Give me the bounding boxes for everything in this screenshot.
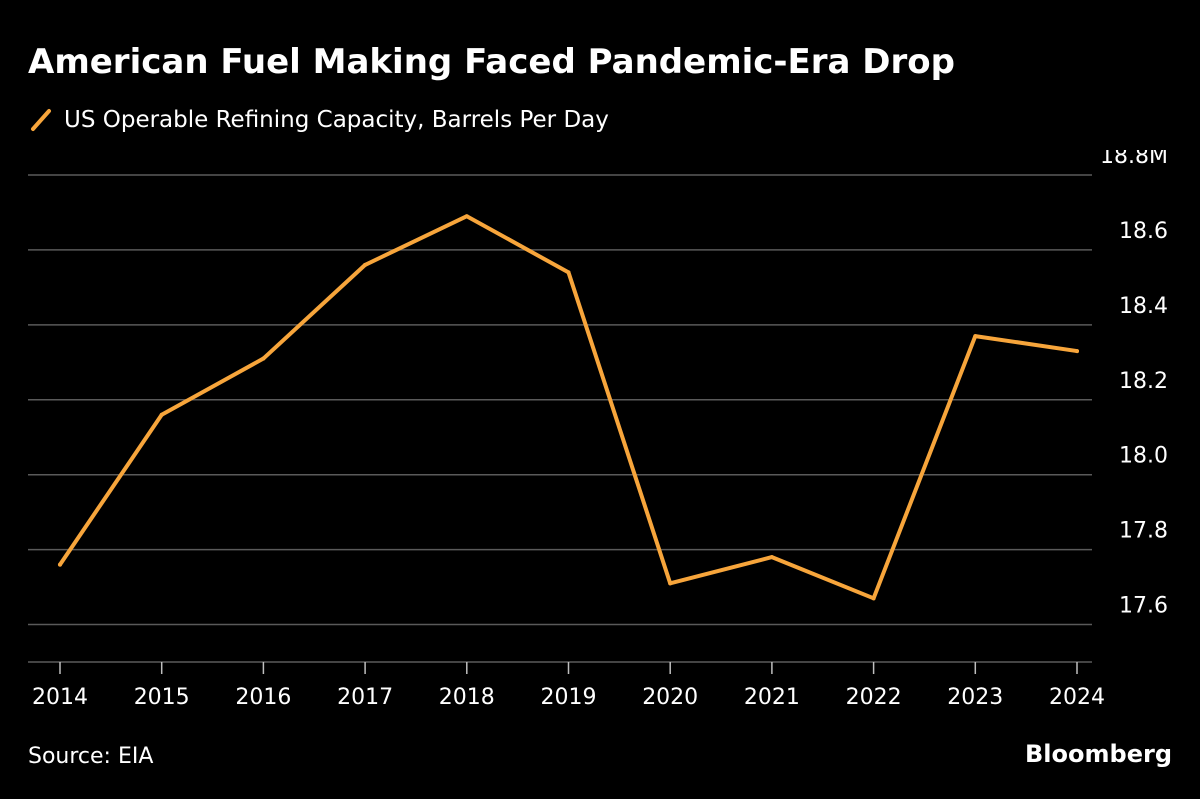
data-point xyxy=(261,356,266,361)
brand-logo: Bloomberg xyxy=(1025,740,1172,768)
x-tick-label: 2018 xyxy=(439,685,495,710)
x-tick-label: 2014 xyxy=(32,685,88,710)
data-point xyxy=(464,214,469,219)
y-tick-label: 17.6 xyxy=(1119,594,1168,619)
data-point xyxy=(769,555,774,560)
data-point xyxy=(566,270,571,275)
data-point xyxy=(159,412,164,417)
y-tick-label: 18.4 xyxy=(1119,294,1168,319)
data-point xyxy=(1075,349,1079,354)
x-tick-label: 2016 xyxy=(235,685,291,710)
chart-title: American Fuel Making Faced Pandemic-Era … xyxy=(28,42,955,82)
x-tick-label: 2023 xyxy=(947,685,1003,710)
x-tick-label: 2020 xyxy=(642,685,698,710)
legend: US Operable Refining Capacity, Barrels P… xyxy=(30,102,609,138)
source-note: Source: EIA xyxy=(28,744,154,769)
y-tick-label: 18.0 xyxy=(1119,444,1168,469)
data-point xyxy=(973,334,978,339)
legend-label: US Operable Refining Capacity, Barrels P… xyxy=(64,107,609,133)
data-point xyxy=(871,596,876,601)
x-tick-label: 2015 xyxy=(134,685,190,710)
x-tick-label: 2021 xyxy=(744,685,800,710)
x-tick-label: 2024 xyxy=(1049,685,1105,710)
legend-swatch-line xyxy=(31,109,51,131)
data-point xyxy=(668,581,673,586)
data-point xyxy=(363,262,368,267)
x-tick-label: 2017 xyxy=(337,685,393,710)
x-tick-label: 2022 xyxy=(846,685,902,710)
legend-swatch xyxy=(31,109,51,131)
y-tick-label: 18.2 xyxy=(1119,369,1168,394)
line-chart: 17.6 17.8 18.0 18.2 18.4 18.6 18.8M 2014 2015 201… xyxy=(28,150,1168,710)
y-tick-label: 17.8 xyxy=(1119,519,1168,544)
y-tick-label: 18.6 xyxy=(1119,219,1168,244)
data-point xyxy=(58,562,62,567)
y-tick-label: 18.8M xyxy=(1100,150,1168,169)
x-tick-label: 2019 xyxy=(541,685,597,710)
